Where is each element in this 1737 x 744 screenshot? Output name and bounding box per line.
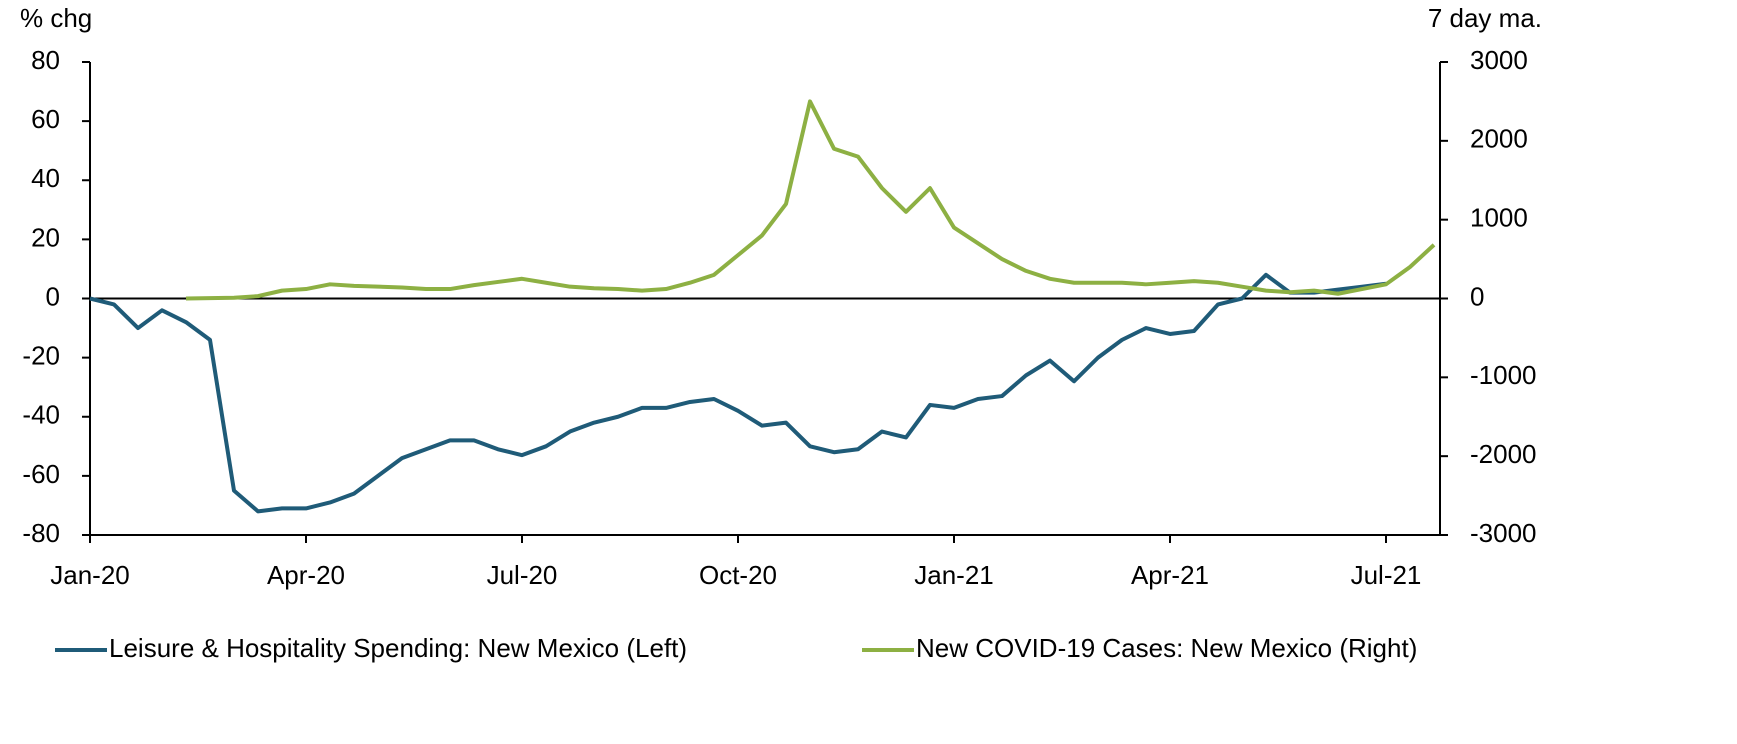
y-tick-label: -20: [22, 341, 60, 371]
y2-tick-label: -3000: [1470, 518, 1537, 548]
y2-tick-label: 0: [1470, 281, 1484, 311]
x-tick-label: Apr-20: [267, 560, 345, 590]
y-axis-label: % chg: [20, 3, 92, 33]
x-tick-label: Oct-20: [699, 560, 777, 590]
y2-tick-label: -2000: [1470, 439, 1537, 469]
y2-tick-label: 3000: [1470, 45, 1528, 75]
y-tick-label: 0: [46, 281, 60, 311]
y2-tick-label: 1000: [1470, 203, 1528, 233]
series-line: [89, 272, 1387, 514]
y-tick-label: 20: [31, 222, 60, 252]
y2-tick-label: 2000: [1470, 124, 1528, 154]
y-tick-label: -40: [22, 400, 60, 430]
y-tick-label: 80: [31, 45, 60, 75]
series-line: [185, 99, 1436, 301]
x-tick-label: Jan-21: [914, 560, 994, 590]
legend-label: New COVID-19 Cases: New Mexico (Right): [916, 633, 1417, 663]
y-tick-label: -60: [22, 459, 60, 489]
y-tick-label: 60: [31, 104, 60, 134]
y2-axis-label: 7 day ma.: [1428, 3, 1542, 33]
x-tick-label: Jul-20: [487, 560, 558, 590]
x-tick-label: Apr-21: [1131, 560, 1209, 590]
legend-label: Leisure & Hospitality Spending: New Mexi…: [109, 633, 687, 663]
x-tick-label: Jul-21: [1351, 560, 1422, 590]
x-tick-label: Jan-20: [50, 560, 130, 590]
y2-tick-label: -1000: [1470, 360, 1537, 390]
y-tick-label: 40: [31, 163, 60, 193]
y-tick-label: -80: [22, 518, 60, 548]
